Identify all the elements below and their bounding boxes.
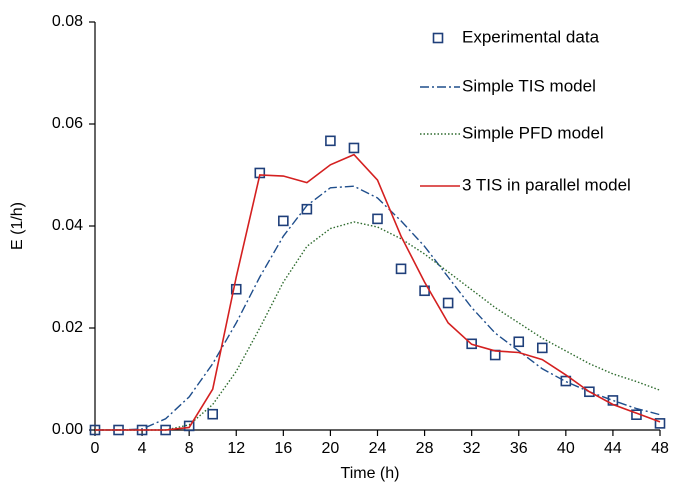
x-tick-label: 12 [227,440,245,457]
x-tick-label: 0 [91,440,100,457]
data-point [395,263,407,275]
x-tick-label: 48 [651,440,669,457]
x-tick-label: 32 [463,440,481,457]
x-tick-label: 28 [416,440,434,457]
x-tick-label: 24 [369,440,387,457]
series-line [95,221,661,431]
data-point [560,375,572,387]
data-point [513,336,525,348]
series-line [95,153,661,431]
data-point [372,213,383,225]
data-point [207,408,219,420]
x-axis-label: Time (h) [341,465,400,482]
x-tick-label: 40 [557,440,575,457]
data-point [348,142,360,154]
x-tick-label: 8 [185,440,194,457]
legend-label: Simple TIS model [462,76,596,95]
data-point [325,135,336,147]
series-line [95,185,661,431]
y-tick-label: 0.04 [52,217,83,234]
legend-label: Experimental data [462,27,600,46]
legend-label: Simple PFD model [462,123,604,142]
data-point [466,338,477,350]
x-tick-label: 36 [510,440,528,457]
x-tick-label: 4 [138,440,147,457]
y-tick-label: 0.08 [52,13,83,30]
data-point [584,386,595,398]
x-tick-label: 16 [274,440,292,457]
data-point [536,342,548,354]
data-point [230,283,242,295]
legend-label: 3 TIS in parallel model [462,175,631,194]
y-tick-label: 0.06 [52,115,83,132]
x-tick-label: 44 [604,440,622,457]
y-tick-label: 0.00 [52,421,83,438]
data-point [301,203,313,215]
data-point [183,420,195,432]
legend-marker [432,32,444,44]
x-tick-label: 20 [322,440,340,457]
y-axis-label: E (1/h) [9,202,26,250]
data-point [278,215,289,227]
y-tick-label: 0.02 [52,319,83,336]
data-point [654,418,666,429]
data-point [442,297,454,309]
